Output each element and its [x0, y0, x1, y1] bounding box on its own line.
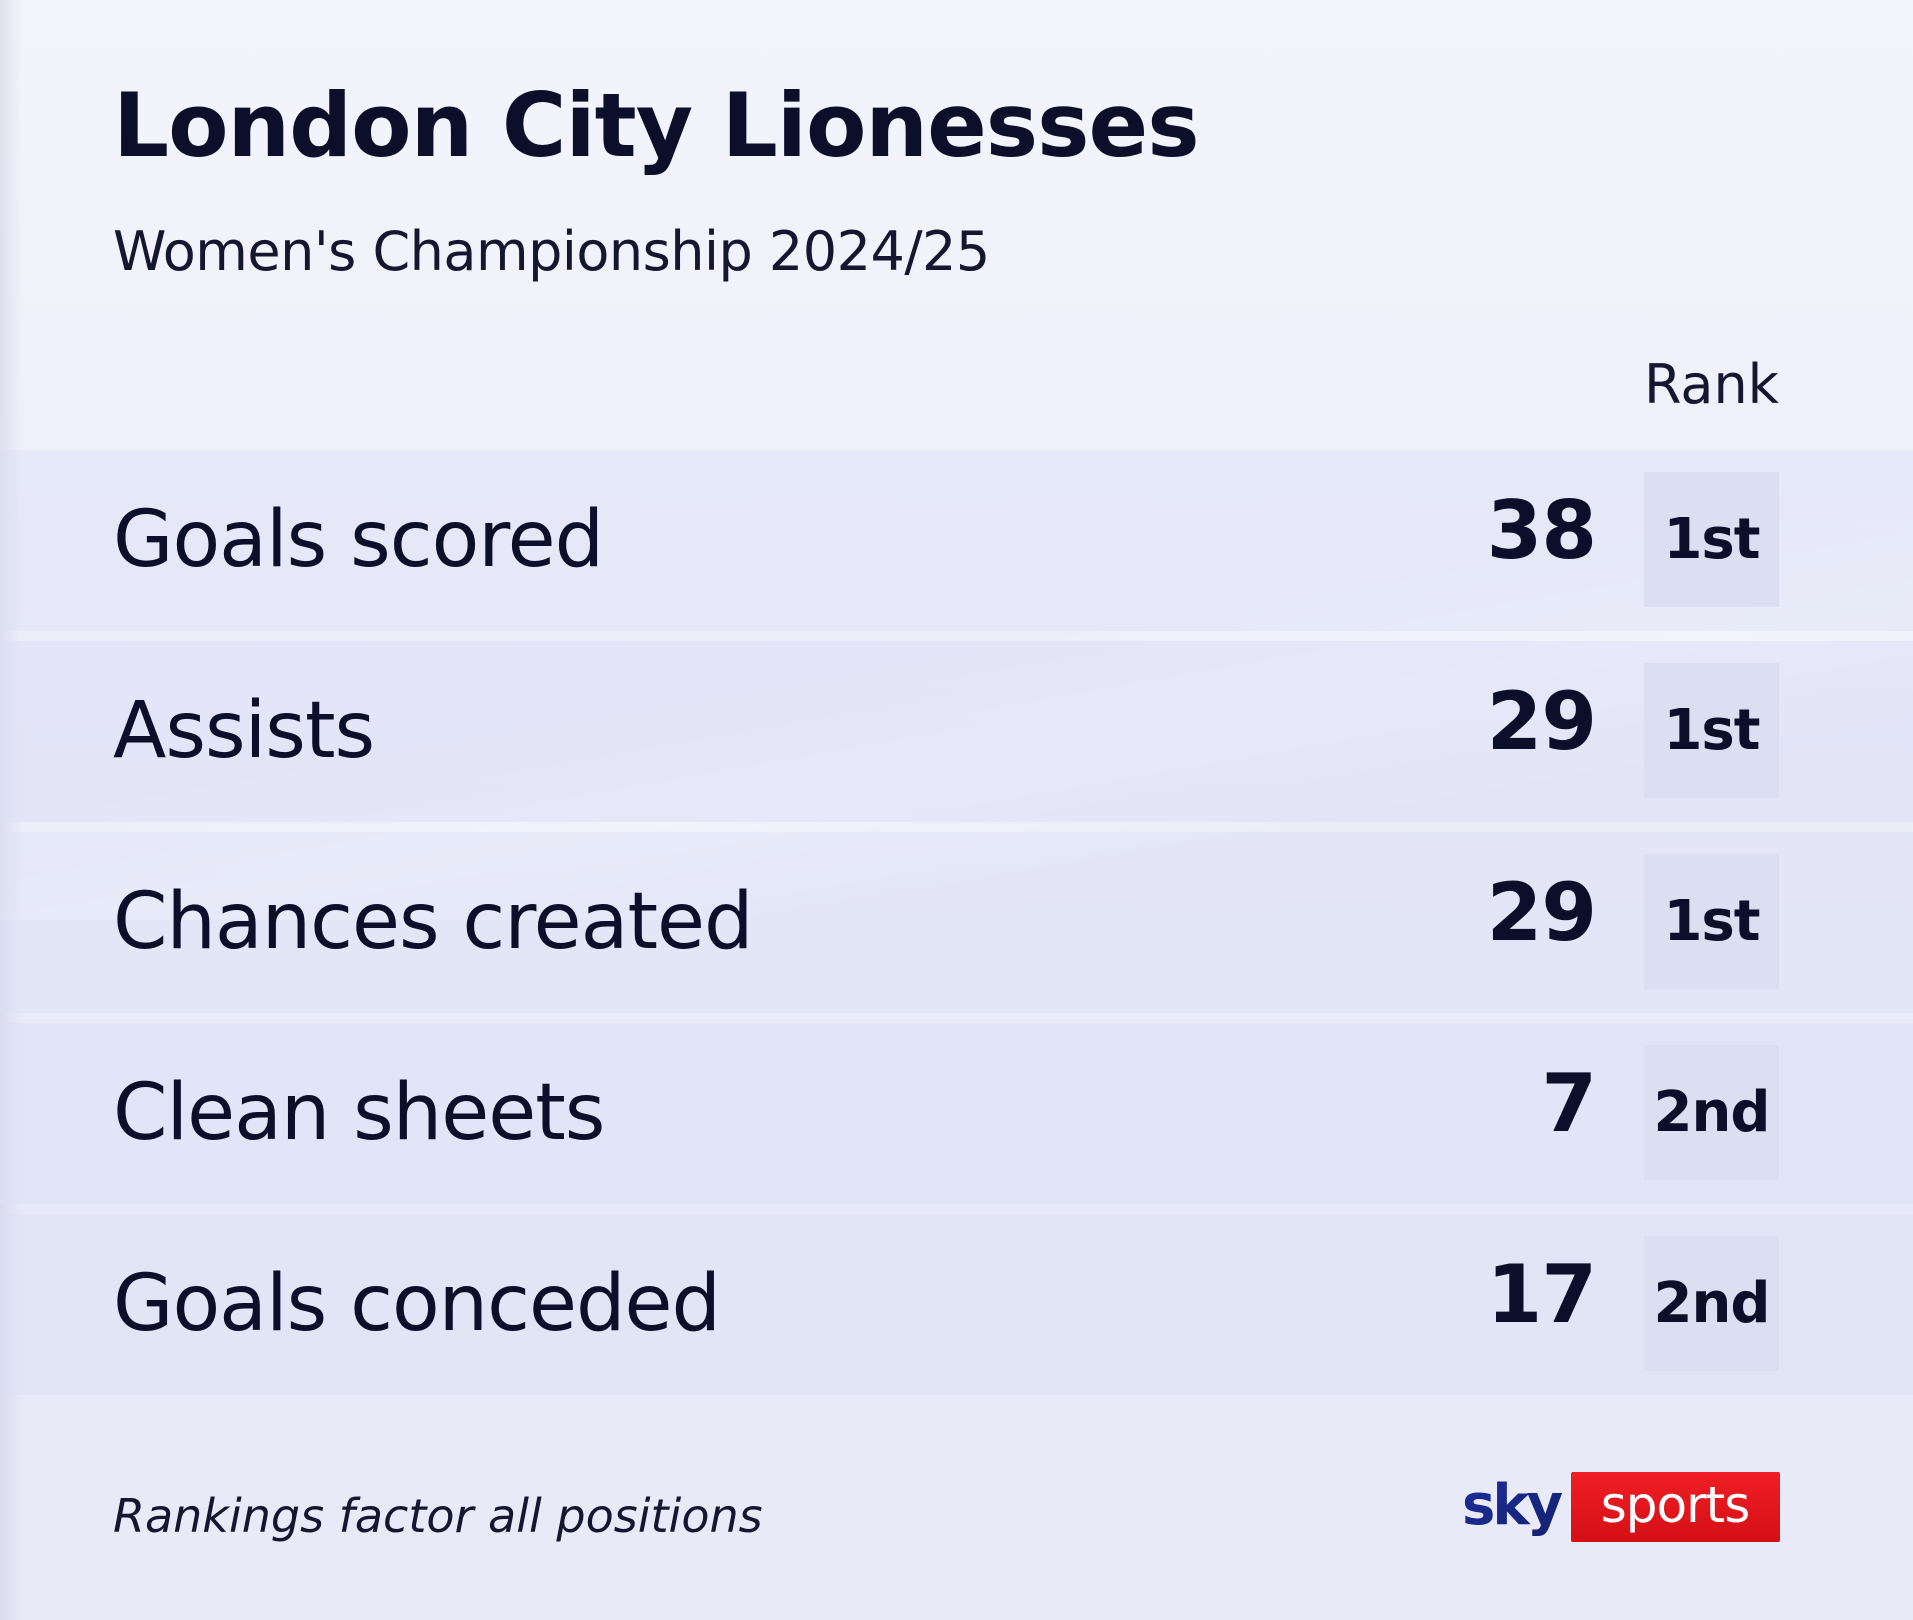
stat-rank-badge: 1st [1644, 472, 1779, 607]
logo-sky-text: sky [1462, 1473, 1563, 1538]
rankings-footnote: Rankings factor all positions [113, 1489, 763, 1543]
stat-rank-badge: 1st [1644, 663, 1779, 798]
stat-label: Chances created [113, 877, 754, 967]
stat-value: 7 [1541, 1057, 1597, 1150]
rank-column-header: Rank [1644, 353, 1779, 416]
stat-row-chances-created: Chances created 29 1st [0, 832, 1913, 1013]
stat-row-goals-conceded: Goals conceded 17 2nd [0, 1214, 1913, 1395]
stat-row-assists: Assists 29 1st [0, 641, 1913, 822]
stat-rank-badge: 2nd [1644, 1045, 1779, 1180]
stat-row-goals-scored: Goals scored 38 1st [0, 450, 1913, 631]
logo-sports-text: sports [1601, 1476, 1750, 1534]
stat-row-clean-sheets: Clean sheets 7 2nd [0, 1023, 1913, 1204]
stat-value: 38 [1486, 484, 1597, 577]
stat-label: Goals scored [113, 495, 604, 585]
stat-value: 29 [1486, 866, 1597, 959]
stat-rank-badge: 2nd [1644, 1236, 1779, 1371]
page-title: London City Lionesses [113, 74, 1200, 177]
stat-label: Assists [113, 686, 375, 776]
stat-value: 17 [1486, 1248, 1597, 1341]
stat-label: Clean sheets [113, 1068, 605, 1158]
stat-label: Goals conceded [113, 1259, 721, 1349]
stats-table: Goals scored 38 1st Assists 29 1st Chanc… [0, 450, 1913, 1405]
sky-sports-logo-icon: sky sports [1462, 1472, 1780, 1542]
stat-rank-badge: 1st [1644, 854, 1779, 989]
sky-sports-logo: sky sports [1462, 1472, 1780, 1542]
stat-value: 29 [1486, 675, 1597, 768]
competition-subtitle: Women's Championship 2024/25 [113, 220, 990, 283]
